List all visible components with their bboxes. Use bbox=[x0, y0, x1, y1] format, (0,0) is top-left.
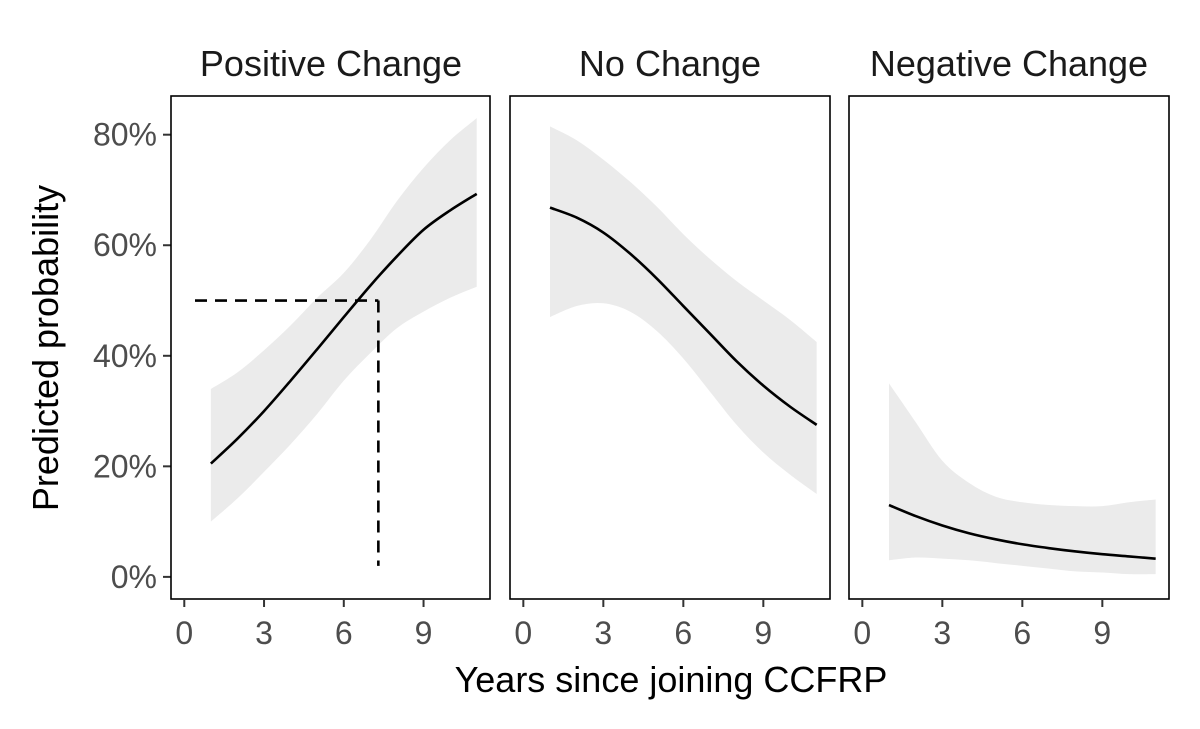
confidence-band-positive-change bbox=[210, 118, 477, 522]
x-tick-label: 0 bbox=[175, 615, 193, 651]
confidence-band-no-change bbox=[550, 126, 817, 494]
panel-frame-no-change bbox=[509, 95, 831, 600]
fit-line-no-change bbox=[549, 206, 818, 426]
x-tick-label: 6 bbox=[335, 615, 353, 651]
fit-line-negative-change bbox=[888, 503, 1156, 560]
panel-title-positive-change: Positive Change bbox=[200, 43, 462, 84]
x-axis-ticks-negative-change: 0 3 6 9 bbox=[853, 599, 1111, 651]
panel-no-change: No Change 0 3 6 9 bbox=[509, 43, 831, 651]
x-tick-label: 6 bbox=[674, 615, 692, 651]
y-axis-title: Predicted probability bbox=[25, 185, 66, 511]
x-tick-label: 3 bbox=[933, 615, 951, 651]
fit-line-positive-change bbox=[209, 192, 478, 465]
x-tick-label: 3 bbox=[594, 615, 612, 651]
x-tick-label: 9 bbox=[1093, 615, 1111, 651]
x-axis-ticks-positive-change: 0 3 6 9 bbox=[175, 599, 432, 651]
x-axis-title: Years since joining CCFRP bbox=[455, 659, 888, 700]
panel-title-negative-change: Negative Change bbox=[870, 43, 1148, 84]
panel-title-no-change: No Change bbox=[579, 43, 761, 84]
y-tick-label: 40% bbox=[93, 338, 157, 374]
x-axis-ticks-no-change: 0 3 6 9 bbox=[514, 599, 772, 651]
y-tick-label: 0% bbox=[111, 559, 157, 595]
confidence-band-negative-change bbox=[889, 383, 1156, 575]
x-tick-label: 0 bbox=[514, 615, 532, 651]
panel-negative-change: Negative Change 0 3 6 9 bbox=[848, 43, 1170, 651]
y-axis: 0% 20% 40% 60% 80% bbox=[93, 117, 171, 595]
x-tick-label: 9 bbox=[754, 615, 772, 651]
panel-frame-positive-change bbox=[170, 95, 491, 600]
panel-frame-negative-change bbox=[848, 95, 1170, 600]
x-tick-label: 3 bbox=[255, 615, 273, 651]
x-tick-label: 0 bbox=[853, 615, 871, 651]
y-tick-label: 20% bbox=[93, 448, 157, 484]
x-tick-label: 6 bbox=[1013, 615, 1031, 651]
y-tick-label: 80% bbox=[93, 117, 157, 153]
x-tick-label: 9 bbox=[415, 615, 433, 651]
panel-positive-change: Positive Change 0 3 6 9 bbox=[170, 43, 491, 651]
y-tick-label: 60% bbox=[93, 227, 157, 263]
